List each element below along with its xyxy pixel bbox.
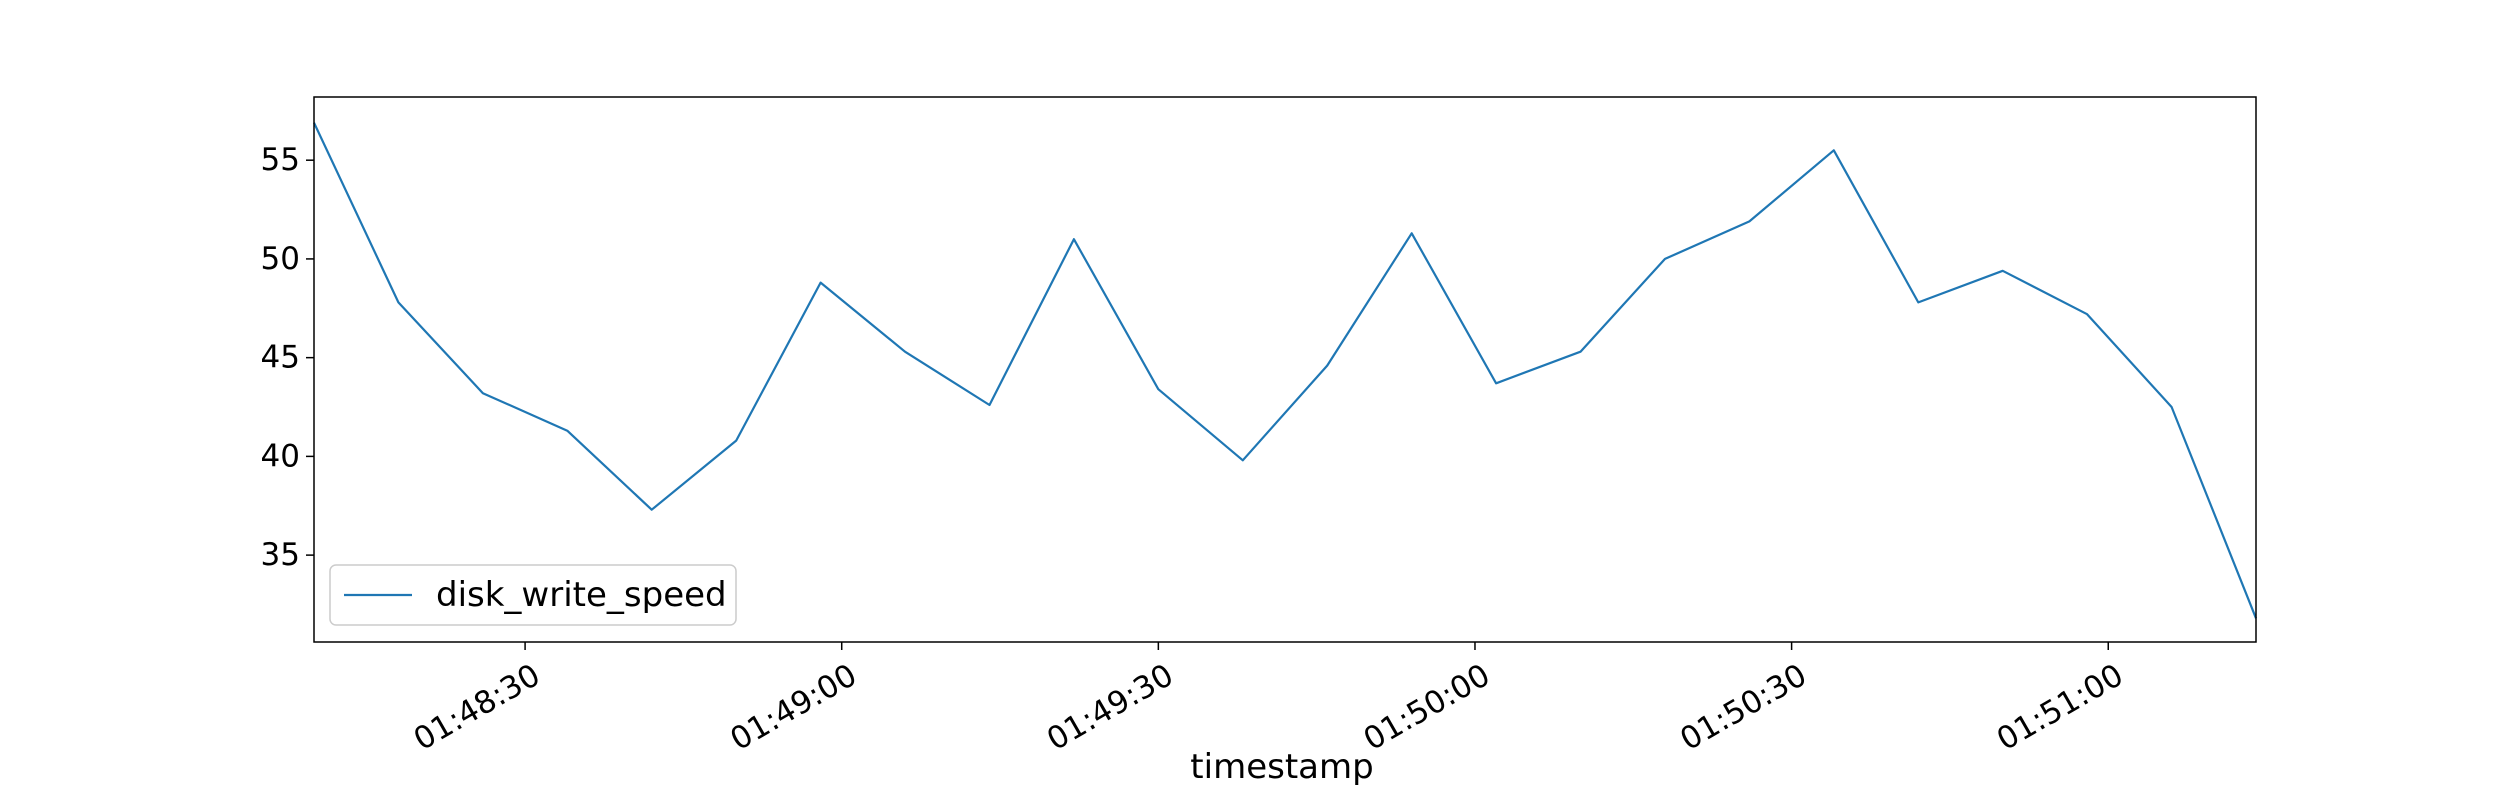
- y-tick-label: 40: [261, 438, 300, 474]
- legend-box: [329, 564, 737, 626]
- y-tick-label: 55: [261, 142, 300, 178]
- plot-area: [313, 96, 2258, 643]
- y-tick-label: 35: [261, 537, 300, 573]
- x-axis-label: timestamp: [1190, 747, 1373, 787]
- legend-label: disk_write_speed: [436, 575, 727, 615]
- series-line-disk-write-speed: [313, 122, 2258, 619]
- y-tick-label: 50: [261, 241, 300, 277]
- plot-frame: [313, 96, 2257, 643]
- legend: disk_write_speed: [329, 564, 737, 626]
- y-tick-label: 45: [261, 340, 300, 376]
- y-axis: 35 40 45 50 55: [261, 142, 314, 573]
